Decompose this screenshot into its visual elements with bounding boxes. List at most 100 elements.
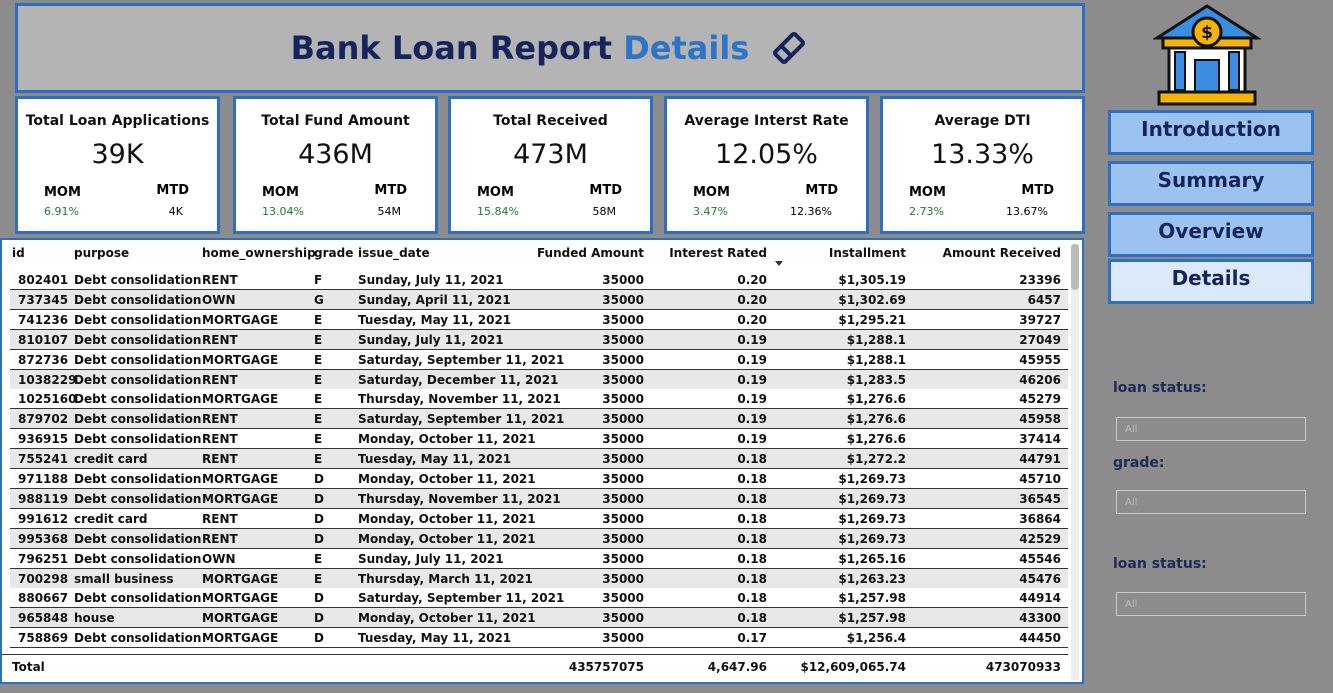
table-cell: E [314,432,323,447]
table-cell: 936915 [18,432,69,447]
table-cell: 965848 [18,611,69,626]
nav-button[interactable]: Introduction [1108,110,1314,155]
table-cell: 35000 [602,452,644,467]
table-row [10,409,1068,430]
table-cell: Tuesday, May 11, 2021 [358,631,512,646]
kpi-label: Total Fund Amount [261,113,410,129]
column-header[interactable]: issue_date [358,246,430,260]
column-header[interactable]: grade [314,246,354,260]
table-cell: 45546 [1019,551,1061,566]
table-cell: E [314,352,323,367]
kpi-value: 13.33% [931,139,1034,170]
table-cell: 0.20 [737,292,767,307]
column-header[interactable]: id [12,246,25,260]
kpi-card: Total Received 473M MOM 15.84% MTD 58M [448,96,653,234]
table-cell: Monday, October 11, 2021 [358,611,536,626]
table-cell: Debt consolidation [74,491,202,506]
svg-text:$: $ [1201,23,1213,43]
column-header[interactable]: purpose [74,246,130,260]
table-cell: 44914 [1019,591,1061,606]
mtd-value: 13.67% [1006,205,1048,218]
table-cell: 35000 [602,412,644,427]
table-cell: $1,272.2 [846,452,906,467]
table-cell: 758869 [18,631,69,646]
table-cell: Debt consolidation [74,392,202,407]
mom-label: MOM [44,185,81,200]
table-cell: 35000 [602,392,644,407]
table-cell: Debt consolidation [74,631,202,646]
table-cell: Saturday, December 11, 2021 [358,372,559,387]
table-cell: Debt consolidation [74,432,202,447]
table-cell: Sunday, July 11, 2021 [358,551,504,566]
table-cell: E [314,372,323,387]
table-cell: MORTGAGE [202,312,279,327]
table-cell: 45279 [1019,392,1061,407]
column-header[interactable]: Amount Received [942,246,1061,260]
bank-icon: $ [1153,4,1261,106]
table-cell: $1,269.73 [838,491,906,506]
mom-value: 6.91% [44,205,79,218]
table-cell: D [314,631,324,646]
table-cell: E [314,452,323,467]
nav-button[interactable]: Details [1108,259,1314,304]
table-cell: Tuesday, May 11, 2021 [358,312,512,327]
filter-dropdown[interactable]: All [1116,417,1306,441]
table-cell: D [314,472,324,486]
column-header[interactable]: Installment [828,246,906,260]
table-cell: 43300 [1019,611,1061,626]
table-cell: Debt consolidation [74,412,202,427]
table-cell: 0.19 [737,432,767,447]
table-cell: E [314,571,323,586]
table-cell: $1,276.6 [846,432,906,447]
column-header[interactable]: home_ownership [202,246,316,260]
table-cell: 44450 [1019,631,1061,646]
table-cell: G [314,292,324,307]
total-installment: $12,609,065.74 [800,660,906,674]
table-cell: 810107 [18,332,69,347]
filter-label: loan status: [1113,556,1207,572]
table-row [10,528,1068,549]
mom-value: 15.84% [477,205,519,218]
filter-dropdown[interactable]: All [1116,592,1306,616]
kpi-label: Total Loan Applications [25,113,210,129]
table-cell: E [314,412,323,427]
table-cell: Debt consolidation [74,531,202,546]
mtd-value: 4K [168,205,183,218]
table-cell: 37414 [1019,432,1061,447]
table-cell: 995368 [18,531,69,546]
table-cell: $1,265.16 [838,551,906,566]
table-cell: Monday, October 11, 2021 [358,511,536,526]
table-cell: 0.19 [737,392,767,407]
table-cell: house [74,611,115,626]
kpi-value: 473M [513,139,588,170]
table-cell: small business [74,571,174,586]
column-header[interactable]: Interest Rated [669,246,767,260]
total-funded: 435757075 [568,660,644,674]
table-cell: 23396 [1019,273,1061,287]
kpi-value: 12.05% [715,139,818,170]
table-cell: 872736 [18,352,69,367]
nav-button[interactable]: Summary [1108,161,1314,206]
mtd-value: 12.36% [790,205,832,218]
title-highlight: Details [623,29,750,67]
table-row [10,588,1068,609]
sort-arrow[interactable] [775,261,783,267]
table-row [10,289,1068,310]
table-row [10,429,1068,450]
table-cell: OWN [202,292,236,307]
table-cell: MORTGAGE [202,571,279,586]
column-header[interactable]: Funded Amount [536,246,644,260]
table-cell: 44791 [1019,452,1061,467]
kpi-card: Total Loan Applications 39K MOM 6.91% MTD 4K [15,96,220,234]
mom-label: MOM [693,185,730,200]
table-cell: Debt consolidation [74,472,202,486]
table-cell: 0.18 [737,591,767,606]
table-cell: RENT [202,531,238,546]
filter-dropdown[interactable]: All [1116,490,1306,514]
table-cell: 45476 [1019,571,1061,586]
kpi-value: 436M [298,139,373,170]
table-cell: $1,302.69 [838,292,906,307]
nav-button[interactable]: Overview [1108,212,1314,257]
scrollbar[interactable] [1071,244,1079,680]
